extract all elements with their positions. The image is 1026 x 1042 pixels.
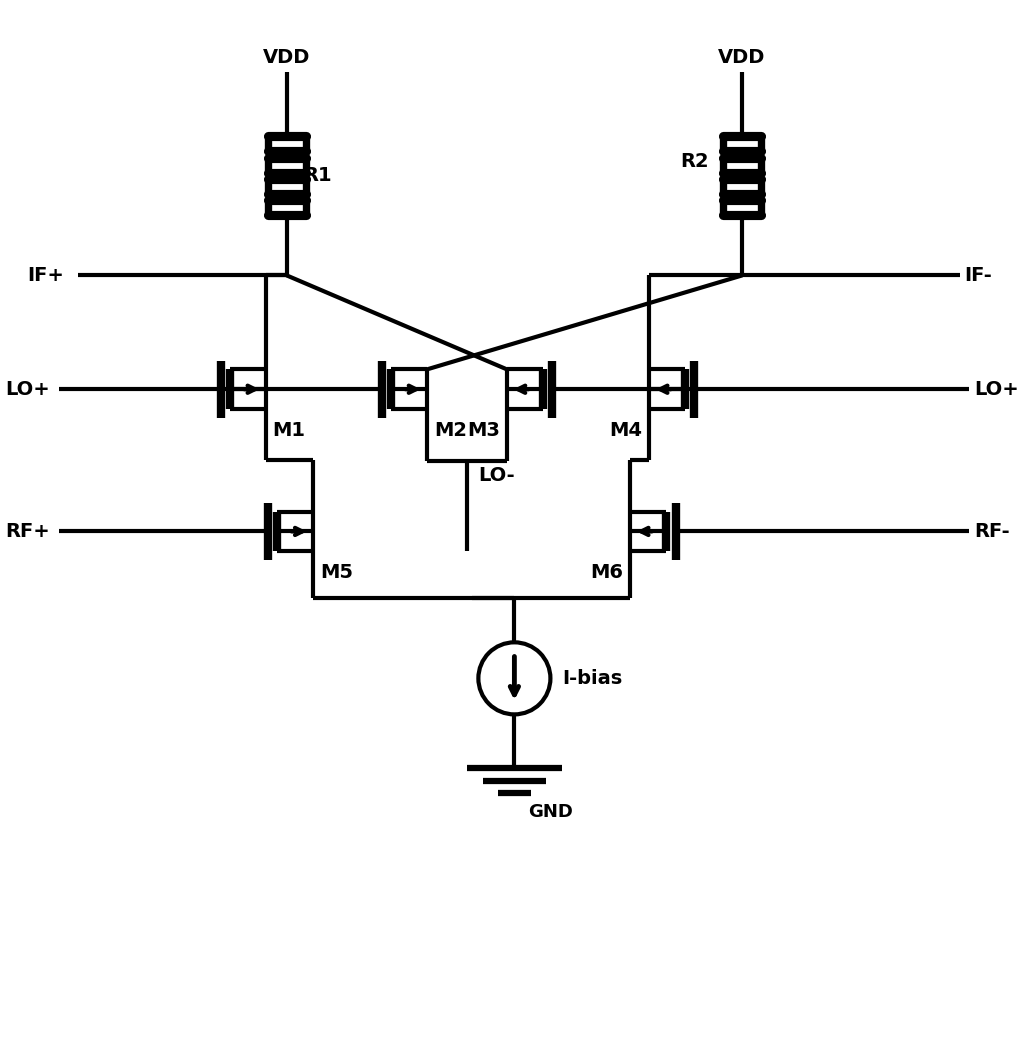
Text: GND: GND (528, 803, 574, 821)
Text: VDD: VDD (718, 48, 765, 67)
Text: M1: M1 (273, 421, 306, 440)
Text: VDD: VDD (264, 48, 311, 67)
Text: LO+: LO+ (5, 379, 50, 399)
Text: I-bias: I-bias (562, 669, 622, 688)
Text: R1: R1 (303, 167, 331, 185)
Text: RF+: RF+ (5, 522, 50, 541)
Text: RF-: RF- (974, 522, 1010, 541)
Text: IF+: IF+ (28, 266, 65, 286)
Text: LO-: LO- (478, 466, 515, 485)
Text: LO+: LO+ (974, 379, 1019, 399)
Text: M3: M3 (467, 421, 500, 440)
Text: R2: R2 (680, 152, 709, 171)
Text: M5: M5 (320, 563, 353, 581)
Text: M2: M2 (434, 421, 467, 440)
Text: M6: M6 (590, 563, 624, 581)
Text: IF-: IF- (964, 266, 992, 286)
Text: M4: M4 (609, 421, 642, 440)
